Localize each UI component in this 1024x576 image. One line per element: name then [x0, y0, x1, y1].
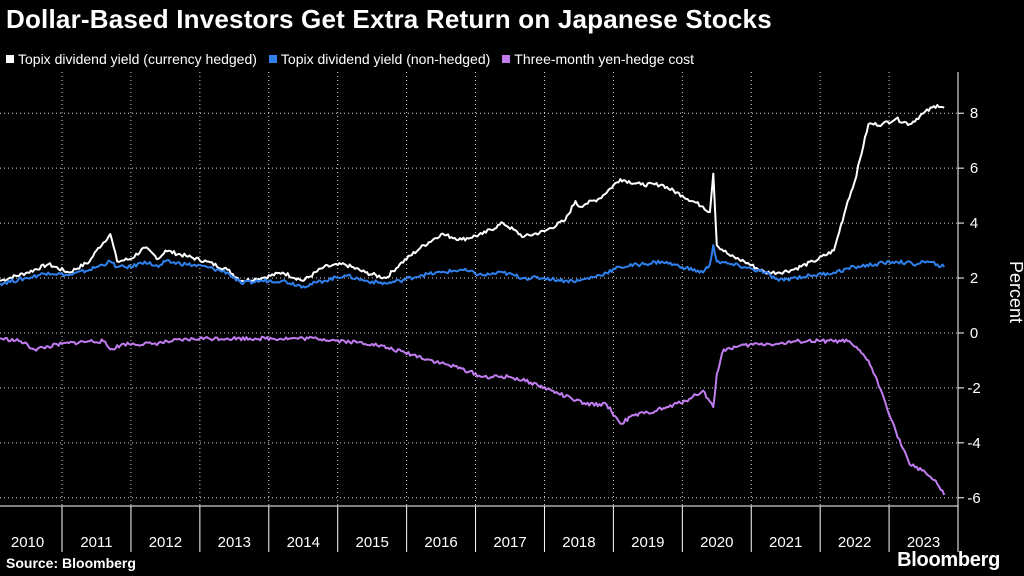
- y-tick-label: 8: [970, 105, 978, 122]
- x-tick-label: 2022: [838, 534, 871, 551]
- y-tick-label: 0: [970, 325, 978, 342]
- y-axis-label: Percent: [1006, 261, 1024, 323]
- y-tick-label: 4: [970, 215, 978, 232]
- y-tick-label: 6: [970, 160, 978, 177]
- legend: Topix dividend yield (currency hedged) T…: [6, 51, 694, 67]
- x-tick-label: 2017: [493, 534, 526, 551]
- legend-swatch-non-hedged: [268, 55, 277, 63]
- x-tick-label: 2014: [287, 534, 320, 551]
- x-tick-label: 2011: [80, 534, 112, 551]
- legend-label-hedge-cost: Three-month yen-hedge cost: [514, 51, 695, 67]
- x-tick-label: 2012: [149, 534, 182, 551]
- series-lines: [0, 104, 946, 496]
- x-tick-label: 2019: [631, 534, 664, 551]
- x-tick-label: 2015: [355, 534, 388, 551]
- bloomberg-logo: Bloomberg: [897, 549, 1000, 571]
- chart-title: Dollar-Based Investors Get Extra Return …: [6, 4, 772, 34]
- y-tick-label: 2: [970, 270, 978, 287]
- x-tick-label: 2023: [907, 534, 940, 551]
- legend-item-hedge-cost: Three-month yen-hedge cost: [502, 51, 694, 67]
- x-tick-label: 2020: [700, 534, 733, 551]
- y-tick-label: -6: [967, 490, 980, 507]
- source-note: Source: Bloomberg: [6, 555, 136, 571]
- x-tick-label: 2018: [562, 534, 595, 551]
- x-tick-label: 2010: [11, 534, 44, 551]
- legend-swatch-hedged: [6, 55, 14, 63]
- grid: [0, 72, 958, 506]
- x-tick-label: 2016: [424, 534, 457, 551]
- y-tick-label: -4: [967, 435, 980, 452]
- legend-swatch-hedge-cost: [502, 55, 511, 63]
- legend-item-hedged: Topix dividend yield (currency hedged): [6, 51, 257, 67]
- series-line-topix-dividend-yield-currency-hedged-: [0, 104, 945, 283]
- x-tick-label: 2021: [769, 534, 802, 551]
- legend-label-non-hedged: Topix dividend yield (non-hedged): [280, 51, 491, 67]
- y-tick-label: -2: [967, 380, 980, 397]
- series-line-three-month-yen-hedge-cost: [0, 335, 946, 496]
- y-axis: -6 -4 -2 0 2 4 6 8: [957, 72, 981, 552]
- legend-label-hedged: Topix dividend yield (currency hedged): [18, 51, 257, 67]
- legend-item-non-hedged: Topix dividend yield (non-hedged): [268, 51, 491, 67]
- series-line-topix-dividend-yield-non-hedged-: [0, 244, 946, 289]
- x-axis: 2010 2011 2012 2013 2014 2015 2016 2017 2018 2019…: [0, 505, 958, 552]
- x-tick-label: 2013: [218, 534, 251, 551]
